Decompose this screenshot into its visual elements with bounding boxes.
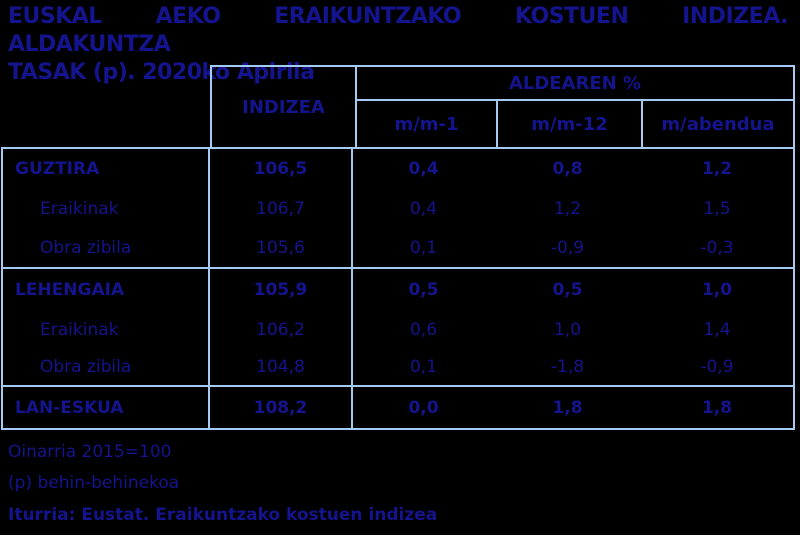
table-body: GUZTIRA 106,5 0,4 0,8 1,2 Eraikinak 106,… [1, 147, 795, 430]
column-header-indizea: INDIZEA [212, 67, 357, 147]
subcolumn-header-row: m/m-1 m/m-12 m/abendua [357, 101, 793, 147]
cell-indizea: 108,2 [210, 387, 353, 428]
row-label: Eraikinak [3, 189, 210, 228]
table-row-lehengaia: LEHENGAIA 105,9 0,5 0,5 1,0 [3, 267, 793, 311]
cell-mm1: 0,4 [408, 159, 439, 179]
cell-mm1: 0,5 [408, 280, 439, 300]
cell-mabendua: 1,8 [701, 397, 733, 418]
cell-mm12: 0,8 [552, 159, 583, 179]
column-header-mabendua: m/abendua [661, 113, 775, 135]
cell-mm12: 1,8 [552, 397, 583, 418]
page-title-line1: EUSKAL AEKO ERAIKUNTZAKO KOSTUEN INDIZEA… [8, 4, 789, 57]
cell-mm1: 0,4 [409, 198, 438, 219]
row-label: LAN-ESKUA [3, 387, 210, 428]
row-label: Eraikinak [3, 311, 210, 348]
cell-mm12: 1,0 [553, 319, 582, 340]
cell-indizea: 106,2 [210, 311, 353, 348]
base-note: Oinarria 2015=100 [8, 442, 172, 462]
table-row-lan-eskua: LAN-ESKUA 108,2 0,0 1,8 1,8 [3, 385, 793, 428]
row-label: LEHENGAIA [3, 269, 210, 311]
provisional-note: (p) behin-behinekoa [8, 473, 180, 493]
cell-mabendua: -0,9 [700, 356, 734, 377]
cell-mabendua: 1,0 [701, 280, 733, 300]
column-header-mm1: m/m-1 [357, 101, 498, 147]
table-header: INDIZEA ALDEAREN % m/m-1 m/m-12 m/abendu… [210, 65, 795, 147]
table-row-guztira: GUZTIRA 106,5 0,4 0,8 1,2 [3, 149, 793, 189]
page-title: EUSKAL AEKO ERAIKUNTZAKO KOSTUEN INDIZEA… [8, 3, 789, 87]
table-row-guztira-eraikinak: Eraikinak 106,7 0,4 1,2 1,5 [3, 189, 793, 228]
footer-notes: Oinarria 2015=100 (p) behin-behinekoa It… [8, 437, 788, 531]
table-row-lehengaia-eraikinak: Eraikinak 106,2 0,6 1,0 1,4 [3, 311, 793, 348]
cell-mabendua: 1,2 [701, 159, 733, 179]
cell-mm12: 1,2 [553, 198, 582, 219]
cell-mm12: -1,8 [550, 356, 585, 377]
cell-indizea: 104,8 [210, 348, 353, 385]
cell-mm1: 0,0 [408, 397, 439, 418]
cell-mabendua: -0,3 [700, 237, 734, 258]
cell-indizea: 105,6 [210, 228, 353, 267]
cell-mm1: 0,6 [409, 319, 438, 340]
row-label: Obra zibila [3, 228, 210, 267]
table-row-guztira-obra-zibila: Obra zibila 105,6 0,1 -0,9 -0,3 [3, 228, 793, 267]
cell-mabendua: 1,5 [703, 198, 731, 219]
cell-mm1: 0,1 [409, 356, 438, 377]
source-note: Iturria: Eustat. Eraikuntzako kostuen in… [8, 505, 438, 525]
cell-mm12: -0,9 [550, 237, 585, 258]
cell-mm1: 0,1 [409, 237, 438, 258]
table-header-right: ALDEAREN % m/m-1 m/m-12 m/abendua [357, 67, 793, 147]
cell-indizea: 106,7 [210, 189, 353, 228]
row-label: Obra zibila [3, 348, 210, 385]
page-title-line2: TASAK (p). 2020ko Apirila [8, 60, 315, 85]
cell-mm12: 0,5 [552, 280, 583, 300]
table-row-lehengaia-obra-zibila: Obra zibila 104,8 0,1 -1,8 -0,9 [3, 348, 793, 385]
cell-indizea: 106,5 [210, 149, 353, 189]
cell-mabendua: 1,4 [703, 319, 731, 340]
column-header-mm12: m/m-12 [498, 101, 643, 147]
cell-indizea: 105,9 [210, 269, 353, 311]
column-group-header-aldearen: ALDEAREN % [357, 67, 793, 101]
row-label: GUZTIRA [3, 149, 210, 189]
